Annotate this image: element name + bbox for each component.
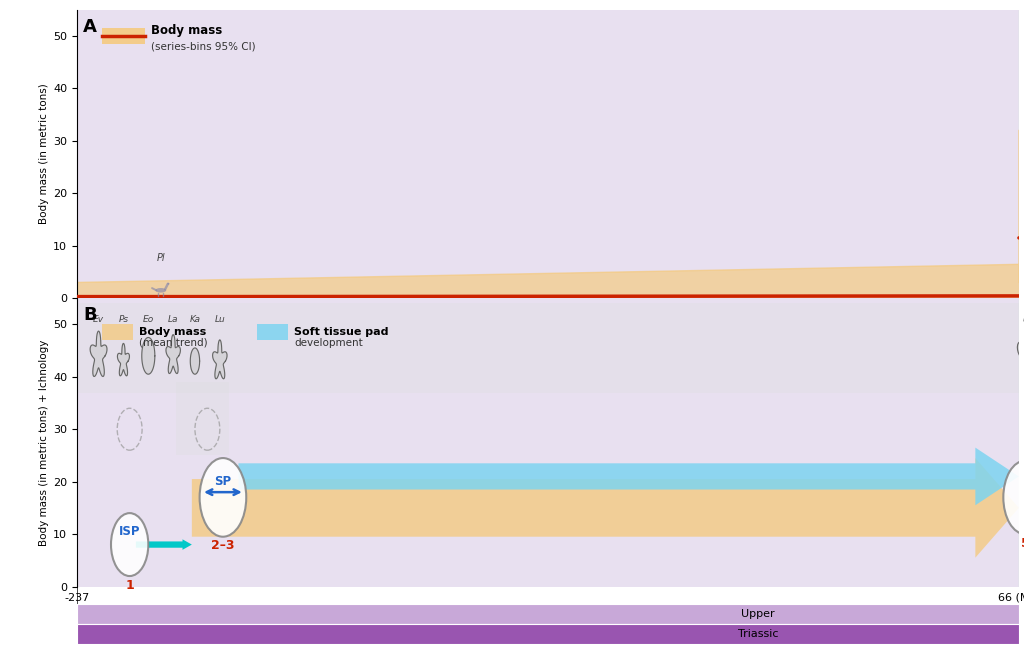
Bar: [77, 604, 1024, 624]
Text: 1: 1: [125, 579, 134, 592]
Bar: [1019, 604, 1024, 624]
Bar: [77, 10, 1024, 298]
Text: (series-bins 95% CI): (series-bins 95% CI): [152, 41, 256, 52]
Polygon shape: [1018, 324, 1024, 383]
Y-axis label: Body mass (in metric tons): Body mass (in metric tons): [39, 84, 49, 224]
Bar: [77, 624, 1024, 644]
Bar: [257, 324, 288, 340]
Polygon shape: [213, 340, 227, 379]
Text: Body mass: Body mass: [139, 327, 206, 337]
Circle shape: [1004, 460, 1024, 534]
Text: development: development: [295, 337, 364, 348]
Text: Pl: Pl: [157, 252, 165, 262]
Polygon shape: [118, 343, 129, 376]
Bar: [1019, 298, 1024, 587]
Text: A: A: [83, 18, 97, 36]
Text: 2–3: 2–3: [211, 540, 234, 553]
Text: Body mass: Body mass: [152, 24, 222, 37]
Polygon shape: [166, 335, 180, 373]
Ellipse shape: [156, 288, 166, 292]
Circle shape: [200, 458, 246, 537]
Text: ISP: ISP: [119, 526, 140, 538]
Polygon shape: [191, 458, 1019, 558]
Circle shape: [111, 513, 148, 576]
Text: Soft tissue pad: Soft tissue pad: [295, 327, 389, 337]
Text: (mean trend): (mean trend): [139, 337, 208, 348]
Bar: [101, 28, 145, 44]
Bar: [176, 382, 229, 455]
FancyArrow shape: [136, 540, 191, 550]
Bar: [77, 303, 1024, 392]
Bar: [1019, 624, 1024, 644]
Text: Eo: Eo: [142, 315, 154, 324]
Text: La: La: [168, 315, 178, 324]
Text: Ev: Ev: [93, 315, 104, 324]
Text: Ps: Ps: [119, 315, 128, 324]
Polygon shape: [239, 447, 1019, 506]
Polygon shape: [90, 331, 106, 377]
Ellipse shape: [167, 283, 170, 284]
Polygon shape: [141, 337, 155, 374]
Text: 66 (Ma): 66 (Ma): [997, 593, 1024, 603]
Bar: [77, 298, 1024, 587]
Text: B: B: [83, 306, 96, 324]
Bar: [1019, 10, 1024, 298]
Text: -237: -237: [65, 593, 89, 603]
Text: Upper: Upper: [741, 609, 775, 619]
Text: Triassic: Triassic: [738, 629, 778, 639]
Text: Lu: Lu: [214, 315, 225, 324]
Text: SP: SP: [214, 475, 231, 488]
Y-axis label: Body mass (in metric tons) + Ichnology: Body mass (in metric tons) + Ichnology: [39, 339, 49, 545]
Text: un: un: [1022, 315, 1024, 324]
Polygon shape: [190, 348, 200, 374]
Text: 5: 5: [1021, 537, 1024, 550]
Bar: [101, 324, 133, 340]
Text: Ka: Ka: [189, 315, 201, 324]
